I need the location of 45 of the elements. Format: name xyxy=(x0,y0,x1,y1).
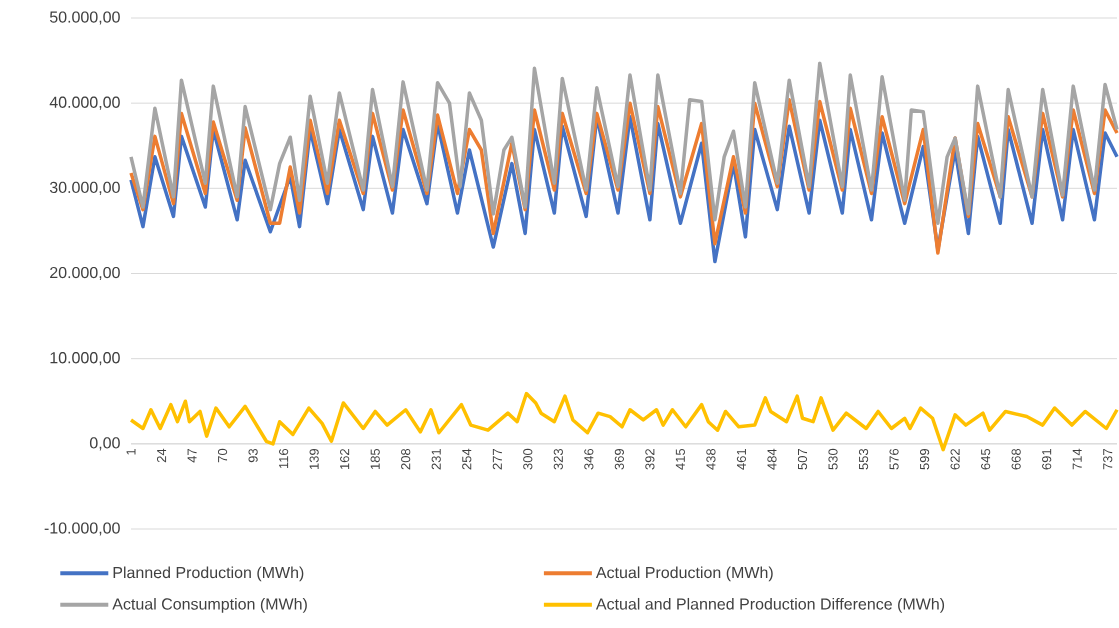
y-tick-label: 50.000,00 xyxy=(49,11,120,25)
x-tick-label: 185 xyxy=(370,448,380,470)
legend-label: Actual and Planned Production Difference (MWh) xyxy=(595,597,945,613)
x-tick-label: 208 xyxy=(401,448,411,470)
x-tick-label: 461 xyxy=(736,448,747,470)
legend-label: Planned Production (MWh) xyxy=(113,566,304,582)
x-tick-label: 254 xyxy=(462,448,472,470)
x-tick-label: 93 xyxy=(248,448,258,463)
x-tick-label: 484 xyxy=(767,448,777,470)
x-tick-label: 438 xyxy=(706,448,716,470)
x-tick-label: 346 xyxy=(584,448,594,470)
x-tick-label: 231 xyxy=(431,448,441,470)
x-tick-label: 116 xyxy=(279,448,289,469)
x-tick-label: 139 xyxy=(309,448,319,470)
x-tick-label: 70 xyxy=(217,448,228,463)
x-tick-label: 1 xyxy=(126,448,136,455)
line-series xyxy=(129,61,1119,225)
x-tick-label: 415 xyxy=(675,448,685,470)
x-tick-label: 622 xyxy=(950,449,960,470)
legend-label: Actual Production (MWh) xyxy=(595,566,773,582)
x-tick-label: 576 xyxy=(889,448,899,470)
x-tick-label: 737 xyxy=(1103,449,1113,470)
x-tick-label: 323 xyxy=(553,448,563,470)
x-tick-label: 392 xyxy=(645,449,655,470)
x-tick-label: 645 xyxy=(981,448,991,470)
x-tick-label: 553 xyxy=(858,448,869,470)
x-tick-label: 369 xyxy=(614,448,624,470)
y-tick-label: 30.000,00 xyxy=(49,181,120,195)
x-tick-label: 530 xyxy=(828,448,838,470)
x-tick-label: 47 xyxy=(187,449,197,463)
y-tick-label: 10.000,00 xyxy=(50,352,120,366)
legend-label: Actual Consumption (MWh) xyxy=(112,597,307,613)
x-tick-label: 162 xyxy=(340,449,350,470)
y-tick-label: -10.000,00 xyxy=(44,522,120,536)
y-tick-label: 40.000,00 xyxy=(49,96,120,110)
y-tick-label: 20.000,00 xyxy=(50,266,120,281)
x-tick-label: 691 xyxy=(1042,448,1052,470)
x-tick-label: 668 xyxy=(1011,448,1021,470)
x-tick-label: 24 xyxy=(156,448,167,463)
x-tick-label: 507 xyxy=(797,449,808,470)
x-tick-label: 599 xyxy=(919,448,930,470)
x-tick-label: 300 xyxy=(523,448,533,470)
y-tick-label: 0,00 xyxy=(89,437,120,451)
x-tick-label: 277 xyxy=(492,449,502,470)
x-tick-label: 714 xyxy=(1072,448,1082,470)
